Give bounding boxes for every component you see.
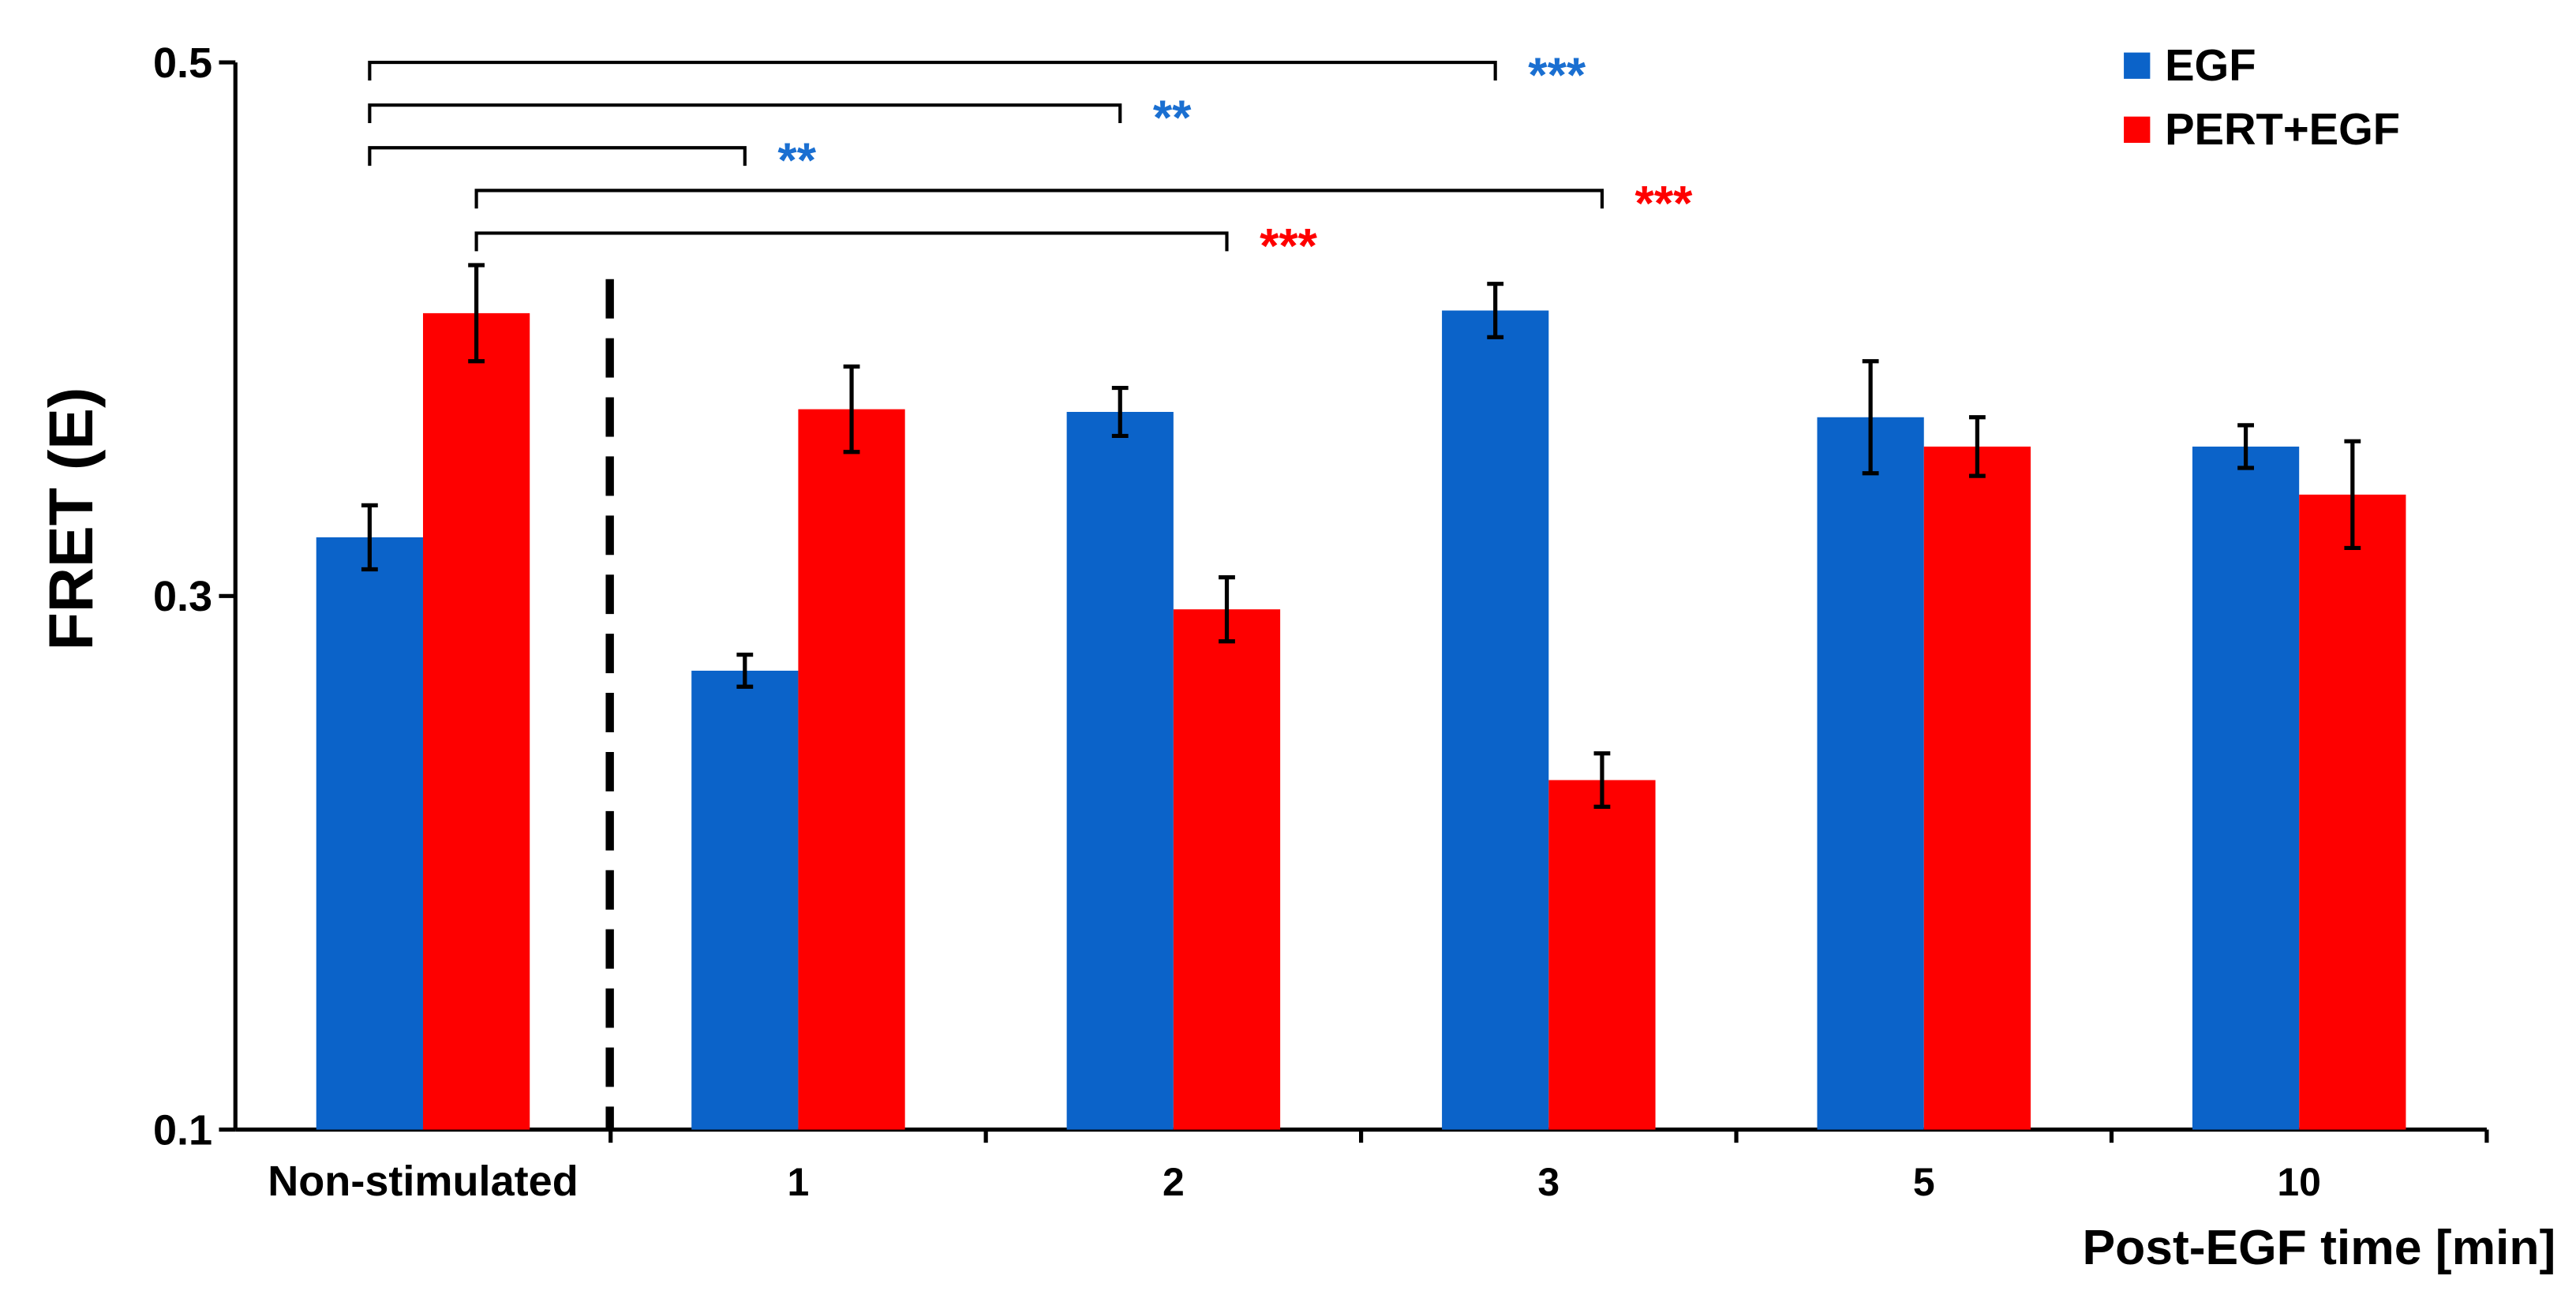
- y-tick-label: 0.3: [153, 573, 212, 620]
- y-tick-label: 0.5: [153, 39, 212, 87]
- legend: EGF PERT+EGF: [2124, 40, 2400, 154]
- bar-pert-egf-2: [1173, 609, 1281, 1130]
- significance-brackets: *************: [368, 48, 1694, 274]
- y-ticks: 0.1 0.3 0.5: [153, 39, 236, 1154]
- error-bar: [1968, 415, 1986, 478]
- error-bar: [1593, 751, 1611, 810]
- axes: [233, 62, 2487, 1132]
- legend-label-pert-egf: PERT+EGF: [2165, 104, 2400, 154]
- error-bar: [1862, 359, 1879, 476]
- y-tick-label: 0.1: [153, 1106, 212, 1154]
- bar-pert-egf-non-stimulated: [422, 312, 530, 1130]
- error-bar: [361, 503, 378, 572]
- significance-label: **: [777, 133, 816, 189]
- error-bar: [1219, 575, 1235, 644]
- error-bars: [361, 263, 2361, 810]
- significance-bracket: ***: [368, 48, 1586, 103]
- significance-label: ***: [1528, 48, 1586, 103]
- bar-pert-egf-1: [798, 409, 905, 1130]
- x-axis-label: Post-EGF time [min]: [2082, 1220, 2555, 1275]
- x-tick-label: 1: [788, 1160, 810, 1204]
- bar-egf-1: [691, 670, 799, 1130]
- bar-egf-5: [1817, 417, 1924, 1130]
- x-tick-label: 10: [2277, 1160, 2321, 1204]
- significance-bracket: **: [368, 133, 817, 189]
- significance-label: ***: [1635, 176, 1694, 231]
- legend-swatch-pert-egf: [2124, 116, 2151, 144]
- error-bar: [1487, 282, 1504, 339]
- error-bar: [736, 653, 754, 689]
- error-bar: [1111, 385, 1129, 439]
- significance-bracket: **: [368, 91, 1192, 146]
- significance-label: ***: [1260, 219, 1318, 274]
- significance-bracket: ***: [474, 219, 1318, 274]
- bar-pert-egf-5: [1923, 446, 2031, 1130]
- significance-bracket: ***: [474, 176, 1694, 231]
- x-tick-label: 2: [1163, 1160, 1185, 1204]
- y-axis-label: FRET (E): [36, 387, 106, 651]
- error-bar: [468, 263, 485, 364]
- x-tick-label: 3: [1537, 1160, 1559, 1204]
- legend-label-egf: EGF: [2165, 40, 2256, 90]
- x-tick-label: Non-stimulated: [268, 1158, 578, 1205]
- bar-egf-10: [2192, 446, 2300, 1130]
- significance-label: **: [1153, 91, 1192, 146]
- error-bar: [843, 364, 860, 455]
- bar-egf-2: [1066, 411, 1174, 1130]
- bar-egf-3: [1442, 310, 1549, 1130]
- x-tick-label: 5: [1913, 1160, 1935, 1204]
- legend-swatch-egf: [2124, 52, 2151, 79]
- error-bar: [2237, 423, 2254, 470]
- bar-egf-non-stimulated: [316, 537, 423, 1130]
- bar-pert-egf-10: [2299, 494, 2406, 1130]
- x-ticks: Non-stimulated 1 2 3 5 10: [268, 1129, 2489, 1205]
- bar-pert-egf-3: [1548, 780, 1656, 1130]
- bars: [316, 310, 2406, 1130]
- error-bar: [2344, 439, 2361, 551]
